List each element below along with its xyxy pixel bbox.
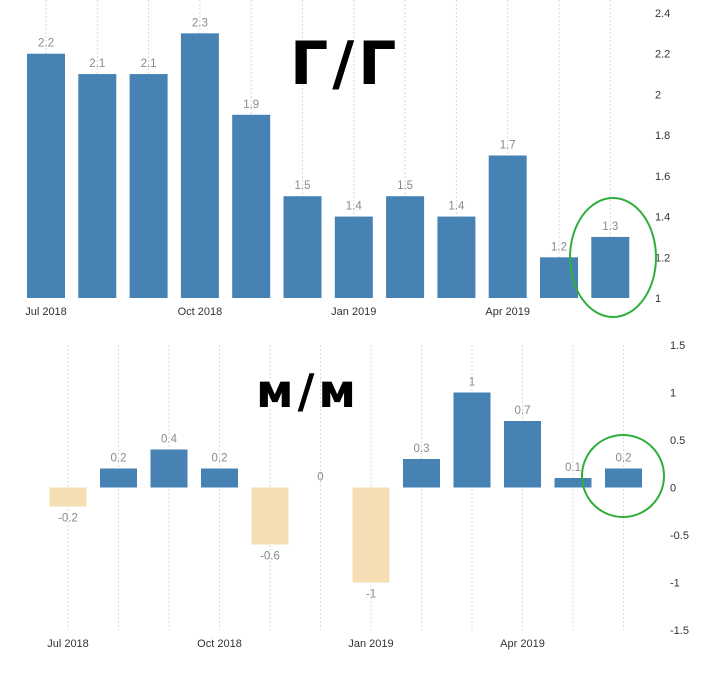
yoy-x-tick-label: Apr 2019 bbox=[485, 306, 530, 318]
yoy-bar bbox=[334, 216, 373, 298]
yoy-data-label: 2.1 bbox=[89, 58, 105, 70]
mom-data-label: -0.2 bbox=[58, 513, 78, 525]
yoy-bar bbox=[180, 33, 219, 298]
yoy-y-tick-label: 1.6 bbox=[655, 171, 670, 183]
mom-bar bbox=[251, 487, 289, 545]
mom-data-label: 0.1 bbox=[565, 462, 581, 474]
yoy-x-tick-label: Oct 2018 bbox=[178, 306, 223, 318]
yoy-bar bbox=[437, 216, 476, 298]
mom-data-label: 0.7 bbox=[515, 405, 531, 417]
yoy-data-label: 2.2 bbox=[38, 38, 54, 50]
mom-chart-label: м/м bbox=[256, 364, 360, 418]
mom-x-tick-label: Oct 2018 bbox=[197, 638, 242, 650]
mom-bar bbox=[352, 487, 390, 583]
yoy-y-tick-label: 1.8 bbox=[655, 130, 670, 142]
mom-y-tick-label: -0.5 bbox=[670, 530, 689, 542]
yoy-data-label: 2.1 bbox=[141, 58, 157, 70]
yoy-bar bbox=[488, 155, 527, 298]
mom-y-tick-label: -1 bbox=[670, 578, 680, 590]
mom-bar bbox=[403, 459, 440, 488]
yoy-bar bbox=[129, 74, 168, 298]
yoy-bar bbox=[283, 196, 322, 298]
yoy-data-label: 1.5 bbox=[295, 180, 311, 192]
mom-y-tick-label: 1.5 bbox=[670, 340, 685, 352]
mom-data-label: 0.2 bbox=[111, 453, 127, 465]
yoy-y-tick-label: 2.2 bbox=[655, 49, 670, 61]
yoy-data-label: 1.4 bbox=[346, 201, 363, 213]
yoy-x-tick-label: Jul 2018 bbox=[25, 306, 67, 318]
yoy-data-label: 1.4 bbox=[448, 201, 465, 213]
yoy-y-tick-label: 2.4 bbox=[655, 8, 670, 20]
mom-y-tick-label: 1 bbox=[670, 388, 676, 400]
yoy-y-tick-label: 1.4 bbox=[655, 212, 670, 224]
mom-bar bbox=[201, 468, 238, 488]
yoy-data-label: 2.3 bbox=[192, 17, 208, 29]
yoy-bar bbox=[386, 196, 425, 298]
yoy-y-tick-label: 1 bbox=[655, 293, 661, 305]
yoy-chart-label: Г/Г bbox=[290, 29, 401, 99]
mom-highlight-circle bbox=[581, 434, 665, 518]
mom-bar bbox=[100, 468, 137, 488]
mom-bar bbox=[453, 392, 491, 488]
yoy-data-label: 1.9 bbox=[243, 99, 259, 111]
mom-x-tick-label: Jul 2018 bbox=[47, 638, 89, 650]
mom-y-tick-label: 0 bbox=[670, 483, 676, 495]
mom-y-tick-label: 0.5 bbox=[670, 435, 685, 447]
mom-bar bbox=[150, 449, 188, 488]
mom-data-label: 1 bbox=[469, 377, 475, 389]
yoy-y-tick-label: 1.2 bbox=[655, 252, 670, 264]
mom-x-tick-label: Jan 2019 bbox=[348, 638, 393, 650]
mom-data-label: -0.6 bbox=[260, 551, 280, 563]
mom-bar bbox=[49, 487, 87, 507]
mom-bar bbox=[504, 421, 541, 488]
mom-data-label: -1 bbox=[366, 589, 376, 601]
yoy-data-label: 1.5 bbox=[397, 180, 413, 192]
mom-y-tick-label: -1.5 bbox=[670, 625, 689, 637]
yoy-x-tick-label: Jan 2019 bbox=[331, 306, 376, 318]
yoy-data-label: 1.7 bbox=[500, 140, 516, 152]
yoy-y-tick-label: 2 bbox=[655, 89, 661, 101]
yoy-data-label: 1.2 bbox=[551, 241, 567, 253]
mom-data-label: 0.2 bbox=[212, 453, 228, 465]
yoy-bar bbox=[27, 53, 65, 298]
yoy-highlight-circle bbox=[569, 197, 657, 318]
mom-bar bbox=[554, 478, 592, 488]
yoy-bar bbox=[232, 114, 271, 299]
mom-data-label: 0.3 bbox=[414, 443, 430, 455]
mom-data-label: 0 bbox=[317, 472, 323, 484]
mom-data-label: 0.4 bbox=[161, 434, 178, 446]
yoy-bar bbox=[78, 74, 117, 298]
mom-x-tick-label: Apr 2019 bbox=[500, 638, 545, 650]
